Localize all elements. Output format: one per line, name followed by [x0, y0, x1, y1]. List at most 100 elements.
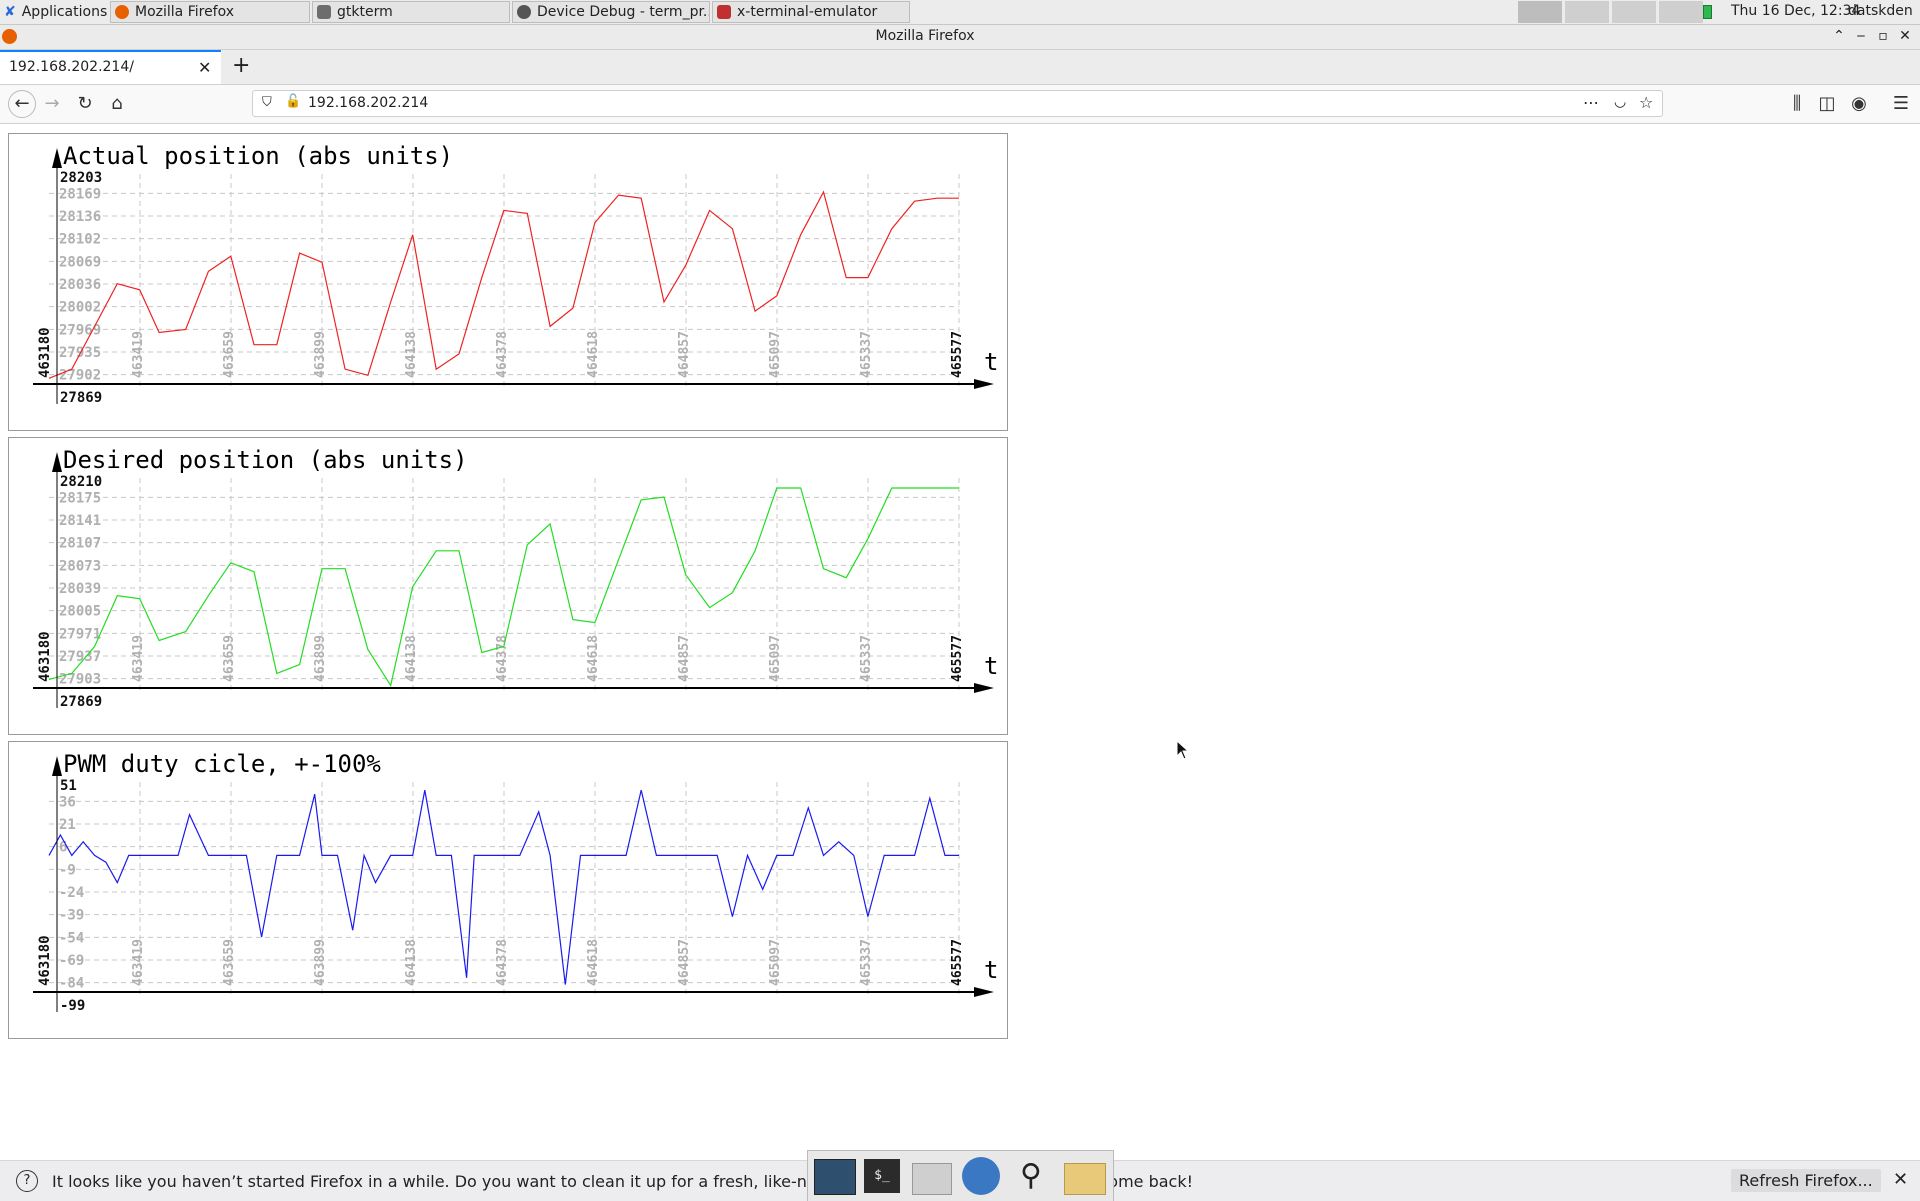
x-tick-label: 463419 — [131, 635, 146, 682]
user-menu[interactable]: datskden — [1848, 3, 1913, 19]
x-tick-label: 464618 — [586, 635, 601, 682]
series-line — [48, 789, 959, 985]
close-notification-icon[interactable]: ✕ — [1893, 1169, 1909, 1190]
y-tick-label: 28069 — [59, 254, 101, 270]
taskbar-item-label: Mozilla Firefox — [135, 4, 235, 20]
window-titlebar: Mozilla Firefox ⌃ ‒ ▫ ✕ — [0, 25, 1920, 50]
library-icon[interactable]: ⫼ — [1792, 93, 1802, 114]
back-button[interactable]: ← — [8, 90, 36, 118]
time-origin-label: 463180 — [37, 631, 53, 682]
y-tick-label: -39 — [59, 908, 84, 924]
x-tick-label: 464138 — [404, 939, 419, 986]
pocket-icon[interactable]: ◡ — [1614, 94, 1627, 110]
x-tick-label: 463899 — [313, 635, 328, 682]
y-tick-label: -24 — [59, 885, 84, 901]
x-tick-label: 463659 — [222, 939, 237, 986]
close-tab-icon[interactable]: ✕ — [198, 58, 212, 77]
workspace-1[interactable] — [1518, 1, 1562, 23]
insecure-lock-icon[interactable]: 🔓 — [285, 94, 302, 109]
account-icon[interactable]: ◉ — [1851, 93, 1867, 114]
dock: $_ ⚲ — [807, 1150, 1114, 1201]
y-tick-label: 6 — [59, 840, 67, 856]
y-min-label: 27869 — [60, 694, 102, 710]
series-line — [48, 487, 959, 687]
x-tick-label: 463659 — [222, 331, 237, 378]
shield-icon[interactable]: ⛉ — [262, 95, 272, 110]
workspace-4[interactable] — [1659, 1, 1703, 23]
terminal-icon[interactable]: $_ — [864, 1159, 900, 1193]
x-tick-label: 465337 — [859, 331, 874, 378]
workspace-2[interactable] — [1565, 1, 1609, 23]
minimize-icon[interactable]: ‒ — [1856, 28, 1866, 44]
chart-canvas: 2816928136281022806928036280022796927935… — [33, 142, 998, 406]
applications-menu[interactable]: ✘ Applications — [0, 1, 108, 23]
series-line — [48, 190, 959, 379]
x-tick-label: 464857 — [677, 635, 692, 682]
page-actions-icon[interactable]: ⋯ — [1583, 93, 1599, 112]
y-tick-label: 28107 — [59, 536, 101, 552]
new-tab-button[interactable]: + — [232, 53, 251, 78]
tab-active[interactable]: 192.168.202.214/ ✕ — [0, 50, 221, 84]
y-tick-label: 27902 — [59, 368, 101, 384]
taskbar-item-device-debug[interactable]: Device Debug - term_pr... — [512, 1, 710, 23]
workspace-3[interactable] — [1612, 1, 1656, 23]
taskbar-item-firefox[interactable]: Mozilla Firefox — [110, 1, 310, 23]
y-tick-label: 21 — [59, 817, 76, 833]
x-tick-label: 465337 — [859, 939, 874, 986]
close-icon[interactable]: ✕ — [1899, 28, 1911, 44]
x-axis-arrow — [974, 987, 994, 997]
y-tick-label: 28136 — [59, 209, 101, 225]
x-tick-label: 463899 — [313, 939, 328, 986]
applications-menu-label: Applications — [21, 4, 108, 20]
home-folder-icon[interactable] — [912, 1163, 952, 1195]
refresh-firefox-button[interactable]: Refresh Firefox... — [1731, 1169, 1881, 1192]
x-tick-label: 465097 — [768, 939, 783, 986]
y-min-label: 27869 — [60, 390, 102, 406]
y-tick-label: 27971 — [59, 626, 101, 642]
chart-pwm-duty: 36 21 6 -9 -24 -39 -54 -69 -84 463419 463659 463899… — [8, 741, 1008, 1039]
chart-canvas: 36 21 6 -9 -24 -39 -54 -69 -84 463419 463659 463899… — [33, 750, 998, 1014]
url-bar[interactable]: ⛉ 🔓 192.168.202.214 ⋯ ◡ ☆ — [252, 90, 1663, 117]
firefox-icon — [2, 29, 17, 44]
home-button[interactable]: ⌂ — [111, 93, 123, 114]
taskbar-item-label: x-terminal-emulator — [737, 4, 878, 20]
battery-icon[interactable] — [1703, 5, 1712, 19]
y-tick-label: 28175 — [59, 490, 101, 506]
taskbar-item-label: gtkterm — [337, 4, 393, 20]
x-tick-label: 464138 — [404, 635, 419, 682]
reload-button[interactable]: ↻ — [77, 93, 93, 114]
x-tick-label: 465097 — [768, 635, 783, 682]
x-tick-label: 464378 — [495, 331, 510, 378]
chart-desired-position: 28175 28141 28107 28073 28039 28005 27971 27937… — [8, 437, 1008, 735]
forward-button[interactable]: → — [44, 93, 60, 114]
window-title: Mozilla Firefox — [875, 28, 975, 44]
url-text[interactable]: 192.168.202.214 — [308, 95, 429, 111]
bookmark-star-icon[interactable]: ☆ — [1639, 93, 1654, 112]
x-tick-label: 465577 — [950, 331, 965, 378]
y-max-label: 51 — [60, 778, 77, 794]
x-tick-label: 463419 — [131, 331, 146, 378]
y-tick-label: 28102 — [59, 232, 101, 248]
folder-icon[interactable] — [1064, 1163, 1106, 1195]
terminal-icon — [317, 5, 331, 19]
shade-icon[interactable]: ⌃ — [1833, 28, 1845, 44]
clock[interactable]: Thu 16 Dec, 12:34 — [1731, 3, 1861, 19]
x-axis-arrow — [974, 379, 994, 389]
taskbar-item-gtkterm[interactable]: gtkterm — [312, 1, 510, 23]
desktop-icon[interactable] — [814, 1159, 856, 1195]
y-tick-label: 28169 — [59, 186, 101, 202]
sidebar-icon[interactable]: ◫ — [1818, 93, 1836, 114]
web-browser-icon[interactable] — [962, 1157, 1000, 1195]
taskbar-item-x-terminal[interactable]: x-terminal-emulator — [712, 1, 910, 23]
y-axis-arrow — [52, 452, 62, 472]
x-tick-label: 463659 — [222, 635, 237, 682]
x-tick-label: 464138 — [404, 331, 419, 378]
maximize-icon[interactable]: ▫ — [1878, 28, 1888, 44]
x-tick-label: 465337 — [859, 635, 874, 682]
search-icon[interactable]: ⚲ — [1020, 1158, 1042, 1193]
xfce-logo-icon: ✘ — [4, 4, 16, 20]
menu-icon[interactable]: ☰ — [1892, 93, 1910, 114]
x-tick-label: 464618 — [586, 331, 601, 378]
taskbar-item-label: Device Debug - term_pr... — [537, 4, 710, 20]
workspace-switcher[interactable] — [1518, 1, 1703, 23]
